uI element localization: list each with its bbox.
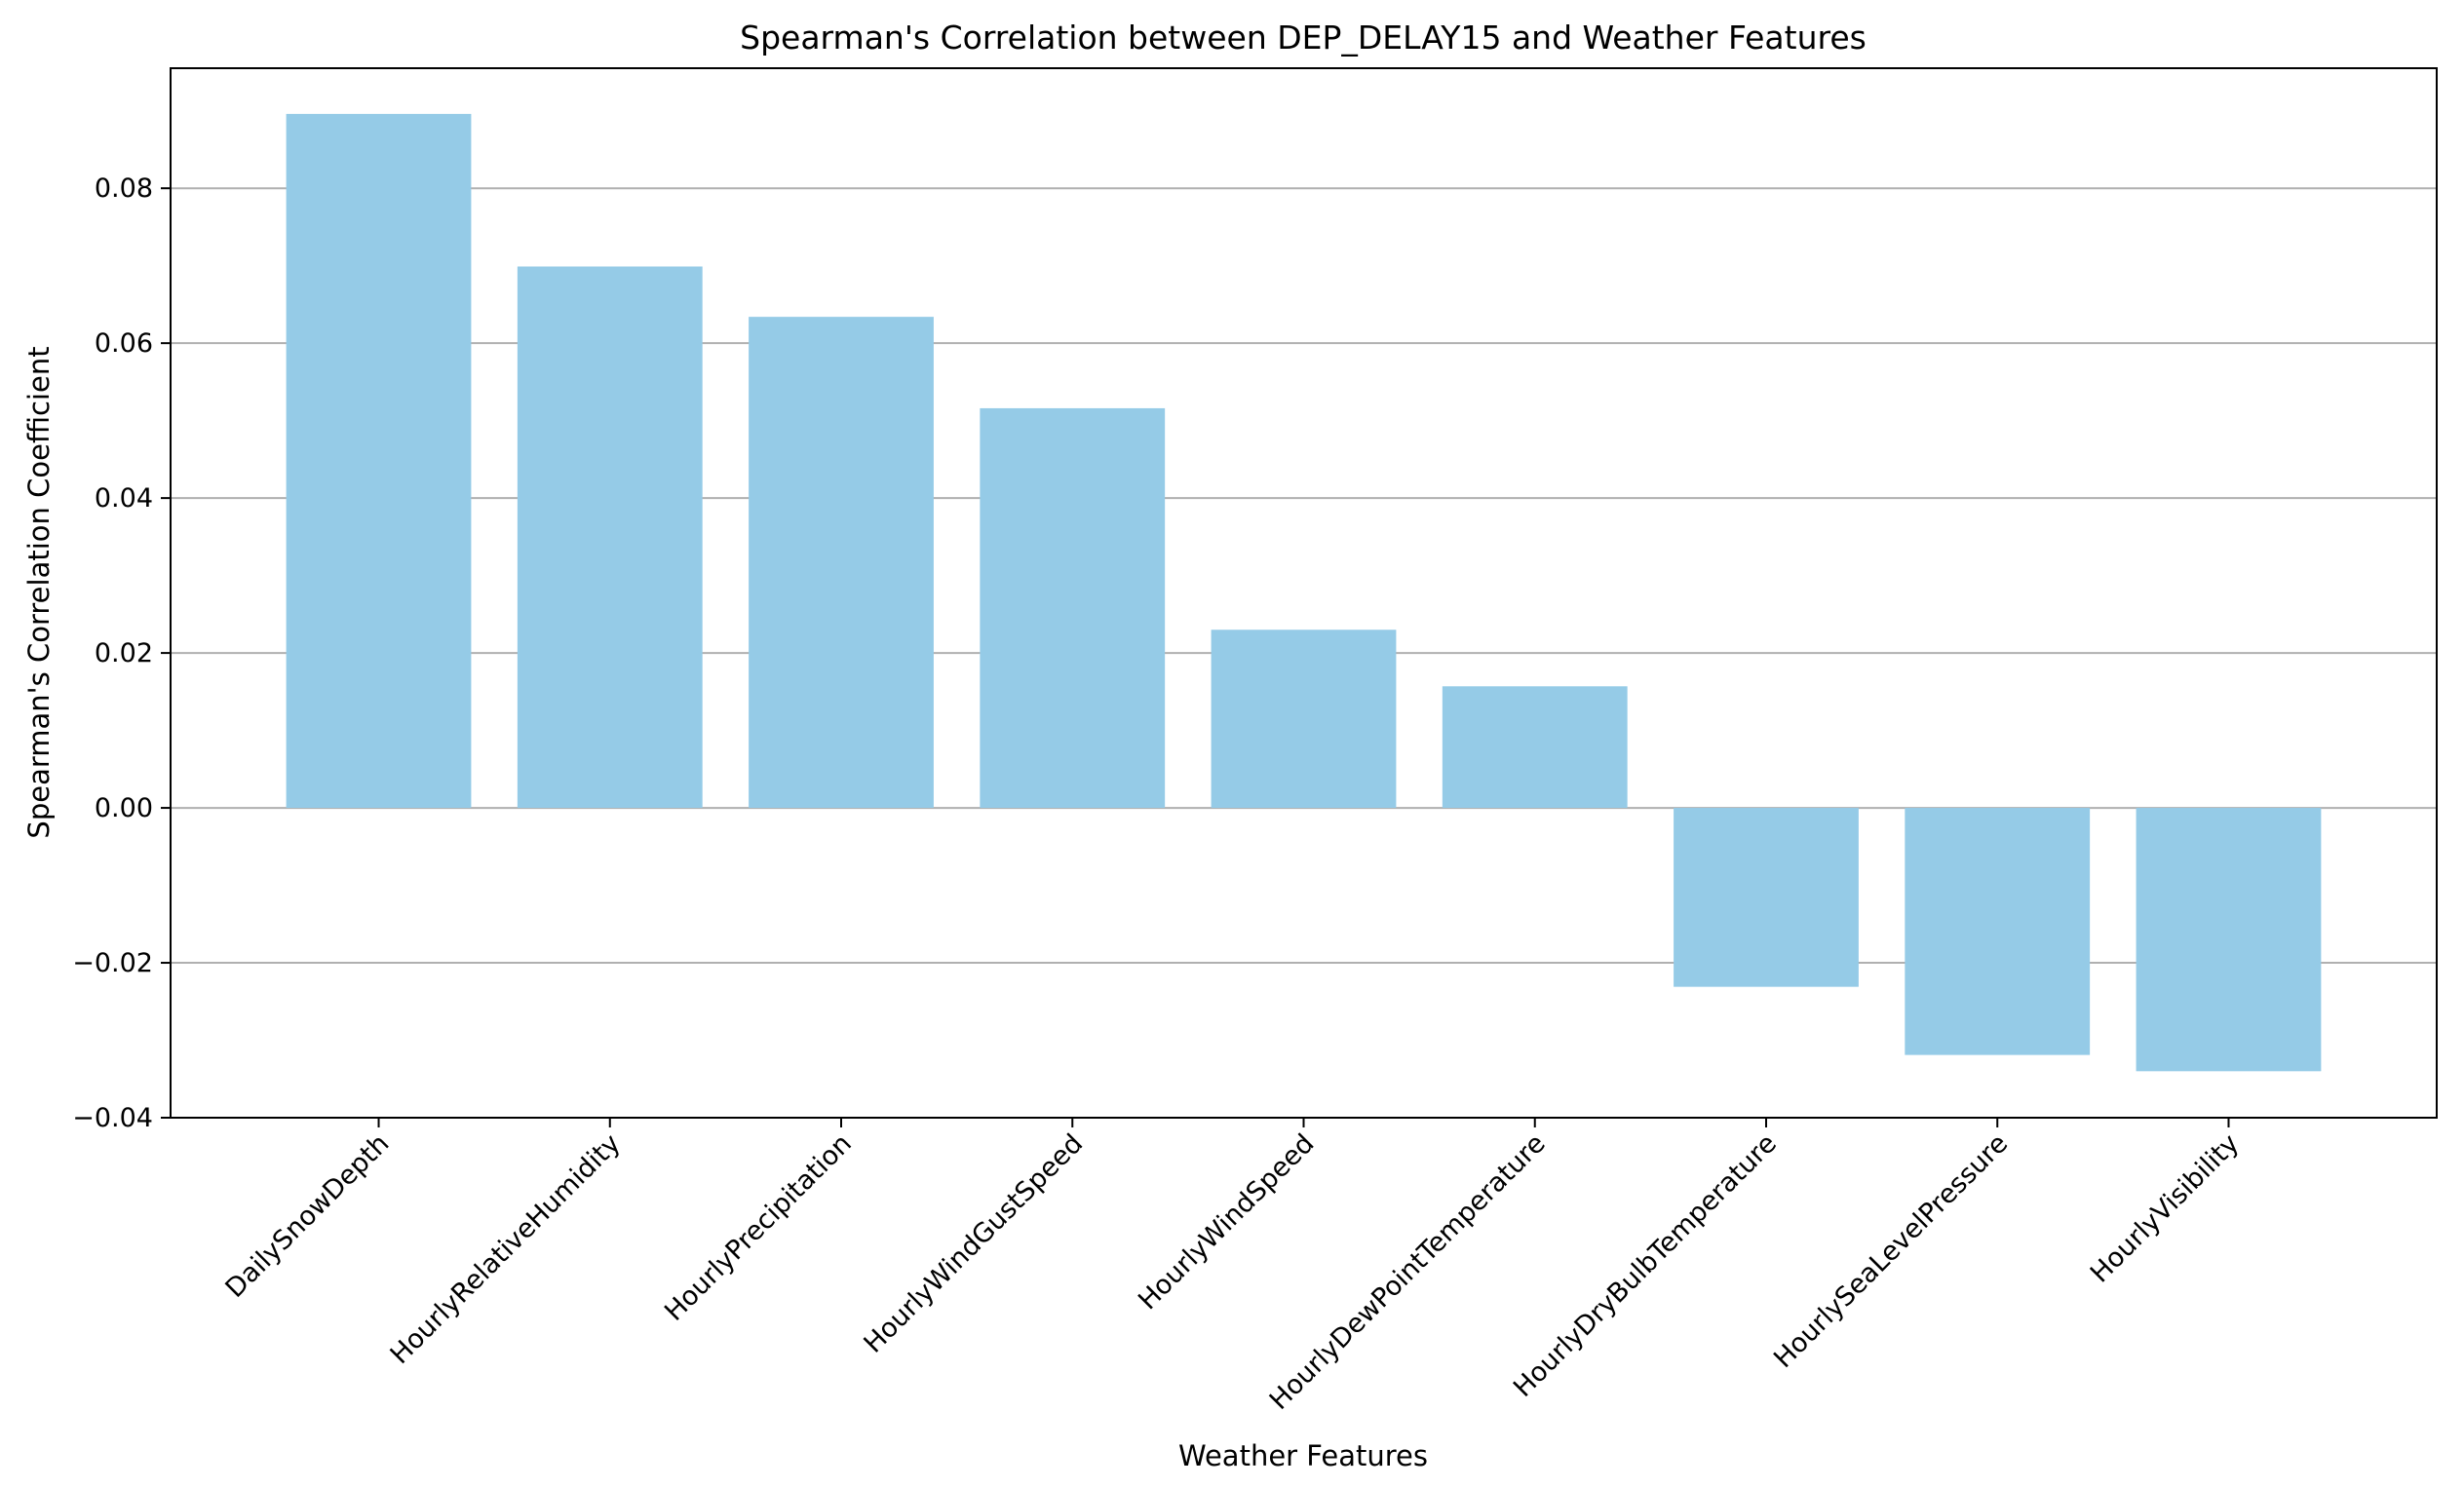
x-axis-label: Weather Features <box>1178 1439 1428 1472</box>
y-tick-label: 0.04 <box>95 483 153 514</box>
chart-title: Spearman's Correlation between DEP_DELAY… <box>740 19 1867 57</box>
x-tick-label: HourlyWindSpeed <box>1133 1128 1320 1316</box>
bar-hourlysealevelpressure <box>1905 808 2091 1055</box>
bars <box>286 113 2322 1072</box>
bar-hourlydrybulbtemperature <box>1674 808 1859 987</box>
bar-dailysnowdepth <box>286 113 472 809</box>
bar-hourlydewpointtemperature <box>1442 686 1628 809</box>
x-tick-label: HourlyVisibility <box>2085 1128 2246 1289</box>
plot-frame <box>170 67 2438 1119</box>
y-tick-label: −0.04 <box>72 1103 153 1133</box>
y-tick-label: −0.02 <box>72 948 153 978</box>
y-tick-label: 0.00 <box>95 793 153 823</box>
x-tick-label: HourlyRelativeHumidity <box>385 1128 627 1370</box>
y-tick-label: 0.08 <box>95 173 153 204</box>
bar-hourlyvisibility <box>2136 808 2322 1072</box>
x-tick-label: HourlyWindGustSpeed <box>859 1128 1090 1359</box>
x-tick-label: HourlyDryBulbTemperature <box>1508 1128 1783 1403</box>
y-tick-label: 0.06 <box>95 328 153 359</box>
bar-hourlyprecipitation <box>749 317 934 809</box>
bar-hourlywindspeed <box>1211 630 1397 809</box>
y-tick-label: 0.02 <box>95 638 153 668</box>
x-tick-label: HourlyDewPointTemperature <box>1264 1128 1552 1416</box>
x-tick-label: HourlySeaLevelPressure <box>1768 1128 2014 1374</box>
x-tick-label: DailySnowDepth <box>220 1128 396 1304</box>
y-axis-label: Spearman's Correlation Coefficient <box>22 346 56 838</box>
bar-hourlywindgustspeed <box>980 407 1166 809</box>
bar-hourlyrelativehumidity <box>517 266 703 809</box>
y-axis-ticks: −0.04 −0.02 0.00 0.02 0.04 0.06 0.08 <box>72 173 171 1133</box>
x-tick-label: HourlyPrecipitation <box>659 1128 858 1327</box>
